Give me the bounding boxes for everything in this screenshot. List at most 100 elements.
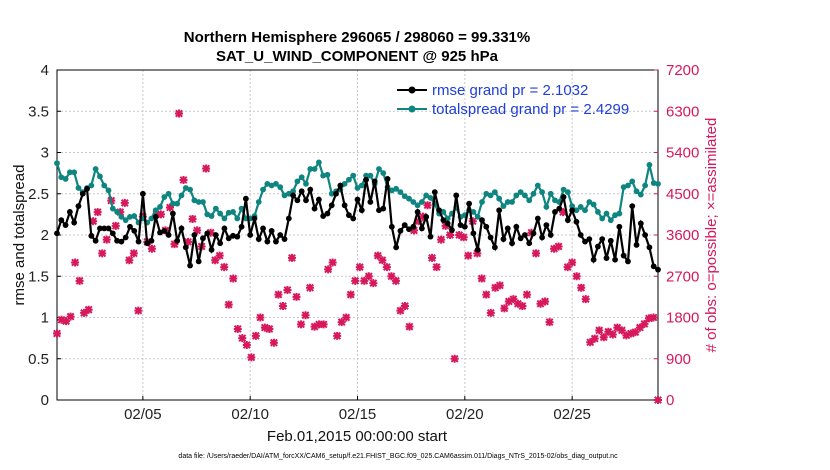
rmse-point bbox=[290, 192, 297, 199]
rmse-point bbox=[547, 232, 554, 238]
obs-point bbox=[215, 251, 224, 260]
totalspread-point bbox=[62, 176, 69, 182]
rmse-point bbox=[242, 195, 249, 202]
obs-point bbox=[287, 253, 296, 262]
rmse-point bbox=[212, 232, 219, 238]
rmse-point bbox=[629, 203, 636, 210]
totalspread-point bbox=[174, 200, 181, 207]
totalspread-point bbox=[178, 192, 185, 199]
rmse-point bbox=[58, 217, 65, 224]
obs-point bbox=[306, 283, 315, 292]
obs-point bbox=[391, 276, 400, 285]
totalspread-point bbox=[170, 200, 176, 207]
rmse-point bbox=[431, 189, 438, 196]
rmse-point bbox=[513, 223, 520, 230]
obs-point bbox=[599, 333, 608, 342]
rmse-point bbox=[423, 213, 430, 220]
totalspread-point bbox=[298, 174, 305, 181]
obs-point bbox=[351, 276, 360, 285]
rmse-point bbox=[273, 238, 279, 245]
rmse-point bbox=[191, 232, 198, 238]
rmse-point bbox=[170, 210, 176, 217]
y-tick-label-left: 3.5 bbox=[28, 103, 49, 120]
rmse-point bbox=[418, 225, 425, 232]
totalspread-point bbox=[195, 199, 202, 205]
totalspread-point bbox=[500, 203, 507, 210]
y-axis-label-left: rmse and totalspread bbox=[11, 165, 28, 306]
totalspread-point bbox=[260, 186, 266, 193]
obs-point bbox=[572, 272, 581, 281]
obs-point bbox=[247, 353, 256, 362]
obs-point bbox=[193, 226, 202, 235]
rmse-point bbox=[54, 230, 60, 237]
totalspread-point bbox=[311, 166, 318, 172]
obs-point bbox=[324, 265, 333, 274]
obs-point bbox=[98, 249, 107, 258]
rmse-point bbox=[388, 223, 395, 230]
totalspread-point bbox=[573, 207, 580, 214]
rmse-point bbox=[474, 246, 481, 253]
y-tick-label-left: 1 bbox=[41, 310, 49, 327]
obs-point bbox=[495, 281, 504, 290]
rmse-point bbox=[539, 234, 545, 241]
obs-point bbox=[626, 329, 635, 338]
obs-point bbox=[251, 331, 260, 340]
totalspread-point bbox=[534, 182, 541, 189]
rmse-point bbox=[161, 227, 168, 234]
obs-point bbox=[518, 302, 527, 311]
rmse-point bbox=[333, 190, 339, 197]
y-tick-label-right: 3600 bbox=[666, 227, 699, 244]
obs-point bbox=[170, 240, 179, 249]
rmse-point bbox=[101, 225, 108, 232]
totalspread-point bbox=[88, 182, 95, 189]
y-tick-label-right: 900 bbox=[666, 351, 691, 368]
rmse-point bbox=[165, 232, 172, 238]
obs-count-markers bbox=[53, 109, 662, 404]
obs-point bbox=[337, 318, 346, 327]
rmse-point bbox=[178, 225, 185, 232]
rmse-point bbox=[436, 207, 442, 214]
rmse-point bbox=[633, 242, 640, 248]
obs-point bbox=[473, 249, 482, 258]
obs-point bbox=[256, 313, 265, 322]
obs-point bbox=[301, 311, 310, 320]
totalspread-point bbox=[122, 217, 129, 224]
rmse-point bbox=[139, 190, 146, 197]
totalspread-point bbox=[642, 182, 649, 189]
totalspread-point bbox=[586, 199, 593, 205]
rmse-point bbox=[607, 237, 614, 244]
obs-point bbox=[156, 210, 165, 219]
obs-point bbox=[531, 249, 540, 258]
rmse-point bbox=[247, 232, 254, 238]
obs-point bbox=[595, 326, 604, 335]
obs-point bbox=[80, 308, 89, 317]
rmse-point bbox=[380, 205, 387, 212]
totalspread-point bbox=[637, 191, 644, 198]
totalspread-point bbox=[157, 204, 163, 210]
obs-point bbox=[423, 201, 432, 210]
totalspread-point bbox=[105, 187, 112, 194]
obs-point bbox=[102, 235, 111, 244]
obs-point bbox=[242, 341, 251, 349]
obs-point bbox=[477, 274, 486, 283]
obs-point bbox=[405, 322, 414, 331]
obs-point bbox=[373, 251, 382, 260]
rmse-point bbox=[367, 199, 374, 205]
rmse-point bbox=[131, 227, 138, 234]
totalspread-point bbox=[509, 199, 515, 205]
rmse-point bbox=[260, 225, 266, 232]
rmse-point bbox=[234, 233, 241, 240]
totalspread-point bbox=[114, 209, 120, 215]
obs-point bbox=[57, 315, 66, 324]
rmse-point bbox=[324, 210, 331, 217]
obs-point bbox=[62, 317, 71, 326]
obs-point bbox=[229, 274, 238, 283]
totalspread-point bbox=[320, 172, 327, 179]
rmse-point bbox=[75, 203, 82, 210]
rmse-point bbox=[496, 207, 503, 214]
totalspread-point bbox=[97, 173, 103, 180]
rmse-point bbox=[590, 256, 597, 263]
totalspread-point bbox=[161, 194, 168, 200]
rmse-point bbox=[522, 232, 528, 238]
